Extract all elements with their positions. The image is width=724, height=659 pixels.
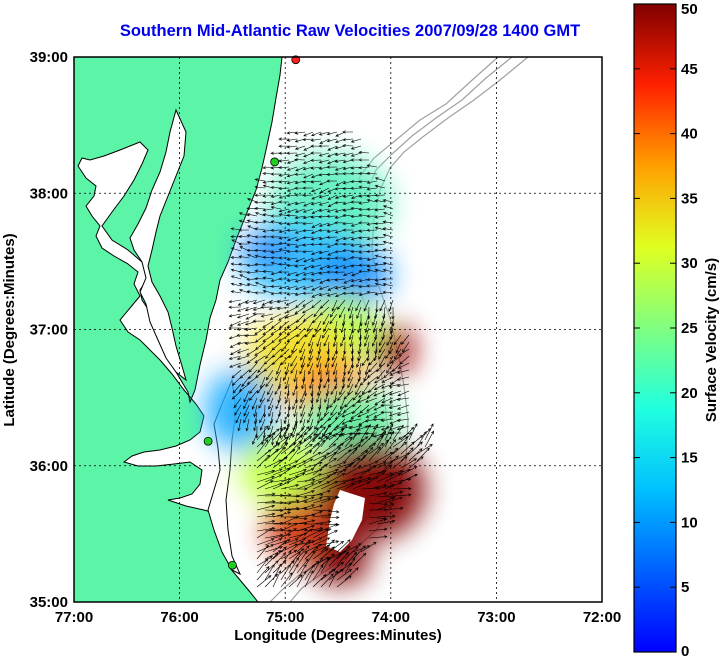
lon-tick-label: 72:00 (583, 609, 621, 626)
colorbar-tick-label: 50 (681, 1, 698, 18)
colorbar-tick-labels: 0 5 10 15 20 25 30 35 40 45 50 (634, 1, 698, 659)
y-axis-label: Latitude (Degrees:Minutes) (1, 233, 18, 426)
colorbar-label: Surface Velocity (cm/s) (703, 258, 720, 422)
colorbar-tick-label: 20 (681, 385, 698, 402)
colorbar-tick-label: 45 (681, 61, 698, 78)
plot-frame (73, 56, 603, 603)
colorbar-tick-label: 30 (681, 255, 698, 272)
lat-tick-label: 39:00 (30, 49, 68, 66)
lat-tick-label: 38:00 (30, 185, 68, 202)
colorbar-tick-label: 5 (681, 579, 689, 596)
map-title: Southern Mid-Atlantic Raw Velocities 200… (119, 22, 581, 40)
station-outer-banks-north (203, 436, 213, 446)
lon-tick-label: 74:00 (372, 609, 410, 626)
latitude-tick-labels: 39:00 38:00 37:00 36:00 35:00 (30, 49, 68, 611)
station-outer-banks-south (227, 560, 237, 570)
x-axis-label: Longitude (Degrees:Minutes) (234, 627, 442, 644)
longitude-tick-labels: 77:00 76:00 75:00 74:00 73:00 72:00 (55, 609, 621, 626)
colorbar-tick-label: 10 (681, 514, 698, 531)
station-delmarva (270, 157, 280, 167)
lat-tick-label: 35:00 (30, 594, 68, 611)
lat-tick-label: 36:00 (30, 458, 68, 475)
chesapeake-bay (129, 108, 187, 382)
colorbar (633, 3, 677, 653)
lon-tick-label: 73:00 (477, 609, 515, 626)
colorbar-tick-label: 0 (681, 643, 689, 659)
colorbar-tick-label: 35 (681, 190, 698, 207)
lon-tick-label: 77:00 (55, 609, 93, 626)
colorbar-tick-label: 25 (681, 320, 698, 337)
lon-tick-label: 75:00 (266, 609, 304, 626)
lon-tick-label: 76:00 (160, 609, 198, 626)
colorbar-tick-label: 15 (681, 450, 698, 467)
grid-lines (74, 57, 602, 602)
colorbar-tick-label: 40 (681, 126, 698, 143)
lat-tick-label: 37:00 (30, 322, 68, 339)
velocity-vectors (228, 130, 434, 588)
vector-arrows (228, 130, 434, 588)
